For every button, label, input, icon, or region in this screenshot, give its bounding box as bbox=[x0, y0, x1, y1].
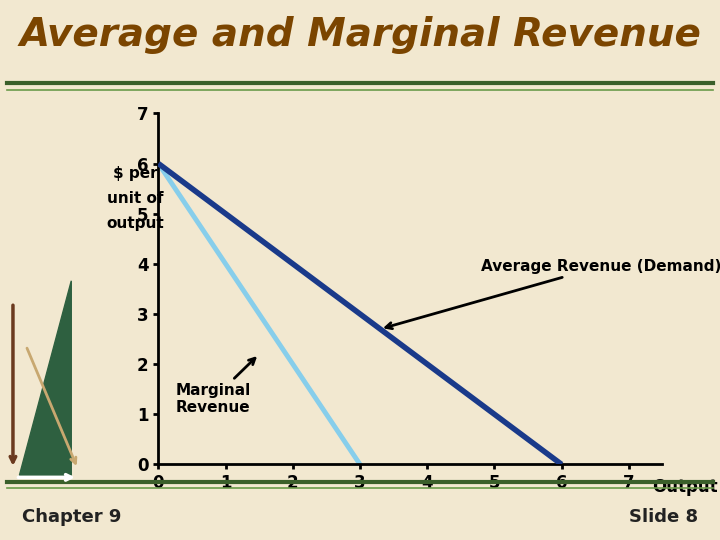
Text: unit of: unit of bbox=[107, 191, 164, 206]
Text: Average and Marginal Revenue: Average and Marginal Revenue bbox=[19, 16, 701, 54]
Text: Slide 8: Slide 8 bbox=[629, 508, 698, 526]
Text: Marginal
Revenue: Marginal Revenue bbox=[175, 358, 255, 415]
Text: Output: Output bbox=[652, 478, 718, 496]
Text: Average Revenue (Demand): Average Revenue (Demand) bbox=[386, 259, 720, 329]
Text: output: output bbox=[107, 216, 164, 231]
Polygon shape bbox=[19, 281, 71, 475]
Text: $ per: $ per bbox=[113, 166, 158, 181]
Text: Chapter 9: Chapter 9 bbox=[22, 508, 121, 526]
